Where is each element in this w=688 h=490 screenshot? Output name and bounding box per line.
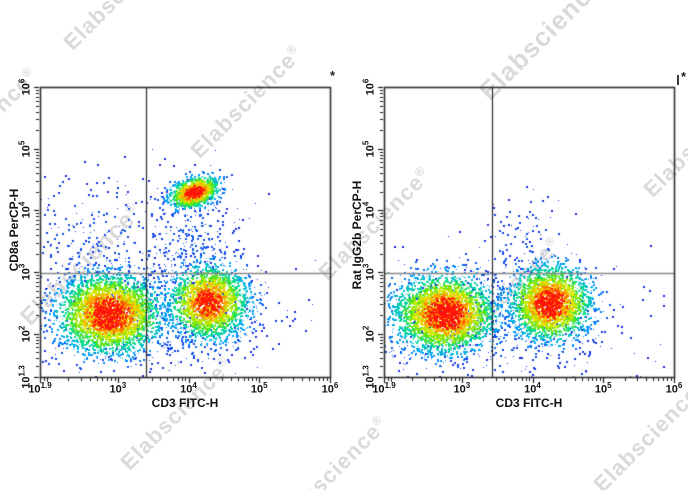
- flow-cytometry-figure: Elabscience®Elabscience®Elabscience®Elab…: [0, 0, 688, 490]
- dot-plots-canvas: [0, 0, 688, 490]
